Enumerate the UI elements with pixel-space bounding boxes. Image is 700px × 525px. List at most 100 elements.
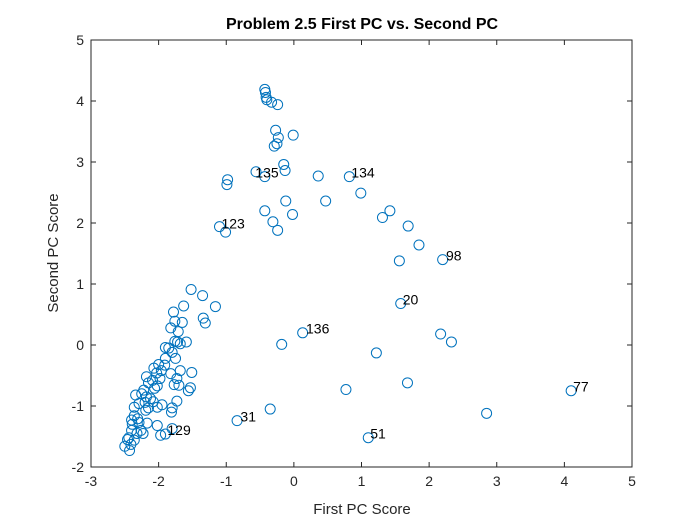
point-annotation: 129 xyxy=(167,422,191,438)
data-point xyxy=(155,429,167,441)
data-point xyxy=(151,380,163,392)
y-tick-label: 3 xyxy=(76,154,84,170)
data-point xyxy=(259,171,271,183)
data-point xyxy=(137,427,149,439)
data-point xyxy=(182,385,194,397)
data-point xyxy=(124,445,136,457)
x-tick-label: 1 xyxy=(358,473,366,489)
data-point xyxy=(340,384,352,396)
point-annotation: 123 xyxy=(221,216,245,232)
data-point xyxy=(279,165,291,177)
data-point xyxy=(402,220,414,232)
data-point xyxy=(171,373,183,385)
data-point xyxy=(401,377,413,389)
x-tick-label: 2 xyxy=(425,473,433,489)
data-point xyxy=(264,403,276,415)
x-tick-label: 4 xyxy=(560,473,568,489)
data-point xyxy=(297,327,309,339)
data-point xyxy=(312,170,324,182)
data-point xyxy=(355,187,367,199)
data-point xyxy=(178,300,190,312)
y-tick-label: 2 xyxy=(76,215,84,231)
data-point xyxy=(376,212,388,224)
data-point xyxy=(287,208,299,220)
data-point xyxy=(165,406,177,418)
data-point xyxy=(445,336,457,348)
data-point xyxy=(176,316,188,328)
data-point xyxy=(437,254,449,266)
point-annotation: 31 xyxy=(240,408,256,424)
data-point xyxy=(221,179,233,191)
x-tick-label: -1 xyxy=(220,473,233,489)
data-point xyxy=(197,290,209,302)
data-point xyxy=(395,298,407,310)
data-point xyxy=(185,283,197,295)
data-point xyxy=(266,96,278,108)
point-annotation: 77 xyxy=(573,379,589,395)
x-tick-label: 0 xyxy=(290,473,298,489)
data-point xyxy=(126,418,138,430)
plot-area xyxy=(90,39,633,468)
data-point xyxy=(166,346,178,358)
data-point xyxy=(272,224,284,236)
data-point xyxy=(320,195,332,207)
data-point xyxy=(151,420,163,432)
data-point xyxy=(276,338,288,350)
data-point xyxy=(435,328,447,340)
point-annotation: 98 xyxy=(446,247,462,263)
point-annotation: 135 xyxy=(255,164,279,180)
data-point xyxy=(180,336,192,348)
point-annotation: 134 xyxy=(351,164,375,180)
y-tick-label: -2 xyxy=(72,459,85,475)
data-point xyxy=(370,347,382,359)
data-point xyxy=(166,423,178,435)
data-point xyxy=(154,373,166,385)
data-point xyxy=(139,396,151,408)
x-tick-label: -3 xyxy=(85,473,98,489)
data-point xyxy=(159,359,171,371)
data-point xyxy=(259,86,271,98)
x-axis-label: First PC Score xyxy=(313,501,411,518)
data-point xyxy=(222,174,234,186)
data-point xyxy=(166,402,178,414)
data-point xyxy=(174,338,186,350)
y-tick-label: 0 xyxy=(76,337,84,353)
data-points xyxy=(119,83,577,457)
data-point xyxy=(149,382,161,394)
data-point xyxy=(168,379,180,391)
data-point xyxy=(220,226,232,238)
data-point xyxy=(270,124,282,136)
x-tick-label: 5 xyxy=(628,473,636,489)
data-point xyxy=(259,205,271,217)
data-point xyxy=(125,438,137,450)
chart-title: Problem 2.5 First PC vs. Second PC xyxy=(226,16,499,33)
y-tick-label: 5 xyxy=(76,32,84,48)
data-point xyxy=(128,401,140,413)
y-tick-label: -1 xyxy=(72,398,85,414)
data-point xyxy=(481,407,493,419)
data-point xyxy=(142,402,154,414)
point-annotation: 20 xyxy=(403,291,419,307)
data-point xyxy=(565,385,577,397)
data-point xyxy=(209,301,221,313)
data-point xyxy=(267,216,279,228)
data-point xyxy=(159,428,171,440)
point-annotation: 136 xyxy=(306,321,330,337)
data-point xyxy=(393,255,405,267)
y-tick-label: 4 xyxy=(76,93,84,109)
point-annotations: 135 134 123 98 20 136 77 31 51 129 xyxy=(167,164,589,441)
data-point xyxy=(213,221,225,233)
data-point xyxy=(186,366,198,378)
data-point xyxy=(173,379,185,391)
data-point xyxy=(140,404,152,416)
y-axis-label: Second PC Score xyxy=(45,193,62,312)
data-point xyxy=(250,166,262,178)
data-point xyxy=(135,424,147,436)
point-annotation: 51 xyxy=(370,426,386,442)
data-point xyxy=(197,312,209,324)
data-point xyxy=(280,195,292,207)
data-point xyxy=(231,415,243,427)
data-point xyxy=(272,99,284,111)
